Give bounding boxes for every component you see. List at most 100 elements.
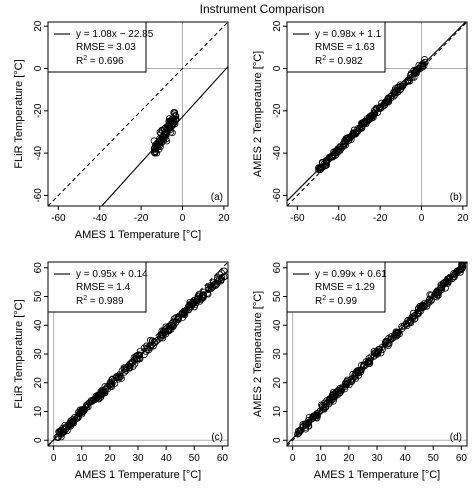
data-point [97, 390, 104, 398]
legend-equation: y = 0.99x + 0.61 [315, 269, 387, 280]
x-tick-label: -40 [92, 213, 107, 224]
x-tick-label: -40 [331, 213, 346, 224]
data-point [322, 157, 330, 164]
x-tick-label: 20 [218, 213, 230, 224]
data-point [388, 335, 396, 343]
y-tick-label: -20 [33, 103, 44, 118]
data-point [161, 329, 169, 337]
data-point [158, 127, 166, 134]
plot-area [287, 22, 467, 206]
legend-box [47, 21, 147, 73]
data-point [164, 325, 172, 333]
panel-tag: (c) [211, 432, 223, 443]
legend-equation: y = 1.08x − 22.85 [76, 29, 154, 40]
data-point [122, 367, 130, 374]
x-tick-label: 0 [290, 453, 296, 464]
x-tick-label: 50 [189, 453, 201, 464]
legend-r2: R2 = 0.99 [315, 295, 357, 307]
legend-r2: R2 = 0.982 [315, 55, 363, 67]
panel-tag: (d) [450, 432, 462, 443]
legend-r2: R2 = 0.696 [76, 55, 124, 67]
data-point [446, 275, 454, 283]
data-point [92, 394, 100, 402]
legend-box [286, 21, 386, 73]
data-point [433, 287, 441, 295]
data-point [418, 303, 426, 310]
data-point [208, 282, 216, 290]
data-point [378, 343, 386, 351]
data-point [426, 295, 434, 303]
x-tick-label: 40 [161, 453, 173, 464]
y-tick-label: 20 [33, 20, 44, 32]
data-point [381, 101, 388, 109]
y-tick-label: 30 [33, 348, 44, 360]
y-tick-label: -40 [33, 145, 44, 160]
scatter-panel: 0 10 20 30 40 50 60 0 10 20 30 40 50 60 AMES 1 Tempera… [252, 261, 468, 481]
data-point [91, 396, 99, 403]
x-tick-label: 60 [217, 453, 229, 464]
plot-area [287, 262, 467, 446]
data-point [169, 319, 177, 327]
data-point [315, 164, 322, 172]
x-tick-label: 30 [132, 453, 144, 464]
one-to-one-line [48, 22, 228, 206]
data-point [452, 270, 460, 277]
data-point [170, 109, 178, 116]
data-point [367, 112, 375, 119]
data-point [432, 289, 440, 297]
data-point [339, 140, 347, 148]
data-point [426, 291, 434, 299]
data-point [313, 410, 321, 417]
data-point [152, 148, 160, 155]
data-point [322, 403, 329, 411]
regression-line [287, 262, 467, 445]
x-tick-label: -20 [373, 213, 388, 224]
data-point [102, 385, 109, 393]
x-tick-label: 20 [457, 213, 469, 224]
data-point [387, 94, 395, 102]
data-point [106, 381, 114, 389]
legend-rmse: RMSE = 1.63 [315, 42, 375, 53]
y-axis-title: AMES 2 Temperature [°C] [252, 51, 264, 177]
legend-equation: y = 0.98x + 1.1 [315, 29, 382, 40]
data-point [417, 307, 425, 315]
x-axis-title: AMES 1 Temperature [°C] [75, 229, 201, 241]
y-tick-label: -60 [272, 188, 283, 203]
y-tick-label: 20 [33, 377, 44, 389]
legend-rmse: RMSE = 1.4 [76, 282, 131, 293]
data-point [189, 300, 196, 308]
data-point [179, 310, 186, 318]
regression-line [100, 66, 228, 206]
one-to-one-line [287, 262, 467, 446]
data-point [71, 414, 78, 421]
y-tick-label: 0 [33, 65, 44, 71]
data-point [442, 284, 449, 292]
data-point [167, 117, 174, 125]
y-tick-label: 50 [272, 291, 283, 303]
data-point [445, 275, 453, 282]
x-tick-label: 20 [104, 453, 116, 464]
y-tick-label: -40 [272, 145, 283, 160]
data-point [153, 337, 161, 345]
y-tick-label: 20 [272, 377, 283, 389]
panel-tag: (a) [211, 192, 223, 203]
y-tick-label: 40 [272, 319, 283, 331]
y-axis-title: AMES 2 Temperature [°C] [252, 291, 264, 417]
data-point [160, 134, 168, 142]
x-tick-label: -20 [134, 213, 149, 224]
main-title: Instrument Comparison [200, 2, 325, 16]
y-tick-label: 60 [33, 262, 44, 274]
data-point [408, 73, 416, 81]
y-tick-label: 50 [33, 291, 44, 303]
x-tick-label: -60 [51, 213, 66, 224]
one-to-one-line [287, 22, 467, 206]
x-tick-label: 40 [400, 453, 412, 464]
x-tick-label: 30 [371, 453, 383, 464]
data-point [180, 308, 188, 316]
y-tick-label: 60 [272, 262, 283, 274]
data-point [374, 349, 382, 357]
x-tick-label: 0 [180, 213, 186, 224]
data-point [66, 421, 74, 429]
data-point [135, 354, 143, 362]
